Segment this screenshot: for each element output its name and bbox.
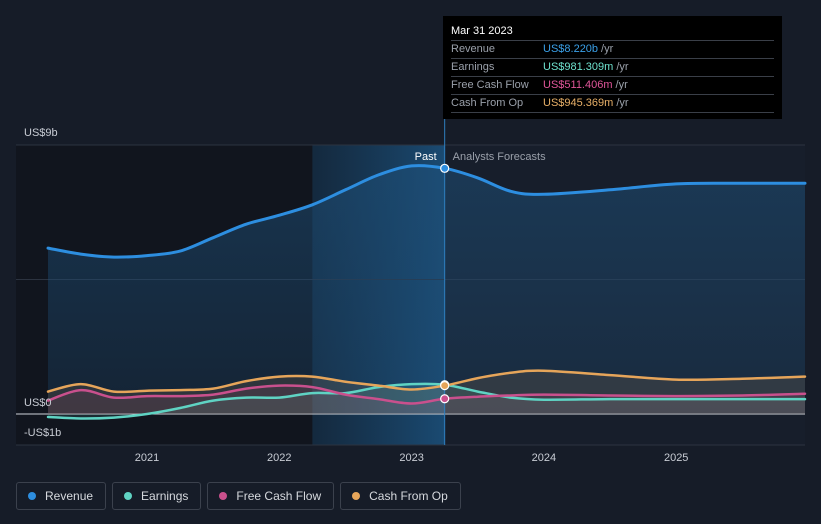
tooltip-label: Free Cash Flow (451, 79, 529, 91)
area-free-cash-flow (48, 385, 805, 414)
legend-item-earnings[interactable]: Earnings (112, 482, 202, 510)
tooltip-row-free-cash-flow: Free Cash Flow US$511.406m /yr (451, 77, 774, 95)
legend-item-revenue[interactable]: Revenue (16, 482, 107, 510)
tooltip-label: Cash From Op (451, 97, 524, 109)
legend-label: Cash From Op (369, 489, 448, 503)
free-cash-flow-dot-icon (219, 492, 228, 500)
legend-label: Revenue (45, 489, 94, 503)
line-free-cash-flow (46, 384, 807, 405)
line-cash-from-op (46, 369, 807, 394)
tooltip-unit: /yr (616, 61, 629, 73)
tooltip-row-earnings: Earnings US$981.309m /yr (451, 59, 774, 77)
tooltip-unit: /yr (615, 79, 628, 91)
y-axis-labels: US$9b US$0 -US$1b (24, 127, 61, 439)
revenue-dot-icon (28, 492, 36, 500)
tooltip-unit: /yr (601, 43, 614, 55)
legend-label: Earnings (141, 489, 189, 503)
x-tick-label: 2024 (532, 452, 556, 464)
tooltip: Mar 31 2023 Revenue US$8.220b /yr Earnin… (443, 16, 782, 119)
tooltip-value: US$511.406m (543, 79, 613, 91)
y-tick-label: -US$1b (24, 427, 61, 439)
legend-item-free-cash-flow[interactable]: Free Cash Flow (207, 482, 335, 510)
line-revenue (46, 164, 807, 259)
x-tick-label: 2022 (267, 452, 291, 464)
highlight-markers (440, 163, 450, 404)
forecast-label: Analysts Forecasts (453, 151, 546, 163)
y-tick-label: US$9b (24, 127, 58, 139)
past-label: Past (415, 151, 437, 163)
tooltip-date: Mar 31 2023 (451, 23, 774, 41)
legend: Revenue Earnings Free Cash Flow Cash Fro… (16, 482, 461, 510)
tooltip-label: Revenue (451, 43, 496, 55)
marker-revenue (440, 163, 450, 173)
area-cash-from-op (48, 370, 805, 414)
tooltip-unit: /yr (616, 97, 629, 109)
cash-from-op-dot-icon (352, 492, 361, 500)
x-axis-labels: 2021 2022 2023 2024 2025 (135, 452, 689, 464)
tooltip-label: Earnings (451, 61, 495, 73)
tooltip-row-revenue: Revenue US$8.220b /yr (451, 41, 774, 59)
marker-free-cash-flow (440, 394, 450, 404)
tooltip-row-cash-from-op: Cash From Op US$945.369m /yr (451, 95, 774, 113)
legend-item-cash-from-op[interactable]: Cash From Op (340, 482, 461, 510)
earnings-dot-icon (124, 492, 133, 500)
x-tick-label: 2023 (399, 452, 423, 464)
y-tick-label: US$0 (24, 397, 52, 409)
tooltip-value: US$8.220b (543, 43, 599, 55)
legend-label: Free Cash Flow (236, 489, 322, 503)
line-earnings (46, 382, 807, 420)
tooltip-value: US$945.369m (543, 97, 614, 109)
series-lines (46, 164, 807, 420)
marker-cash-from-op (440, 381, 450, 391)
x-tick-label: 2025 (664, 452, 688, 464)
tooltip-value: US$981.309m (543, 61, 614, 73)
x-tick-label: 2021 (135, 452, 159, 464)
